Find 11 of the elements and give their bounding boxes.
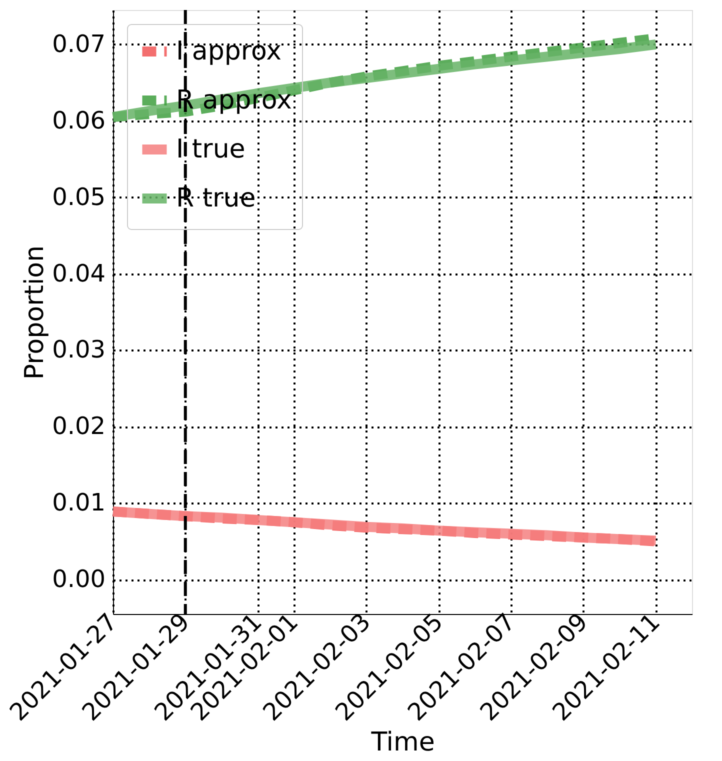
y-tick-label: 0.04 [52,259,106,288]
x-axis-title: Time [370,728,435,758]
y-tick-label: 0.03 [52,336,106,364]
y-tick-label: 0.07 [52,30,106,58]
y-tick-label: 0.06 [52,106,106,134]
y-tick-label: 0.00 [52,565,106,594]
y-axis-title: Proportion [20,245,50,380]
y-tick-label: 0.01 [52,488,106,517]
legend-label: I true [176,134,246,164]
y-tick-label: 0.02 [52,412,106,440]
y-tick-label: 0.05 [52,182,106,211]
